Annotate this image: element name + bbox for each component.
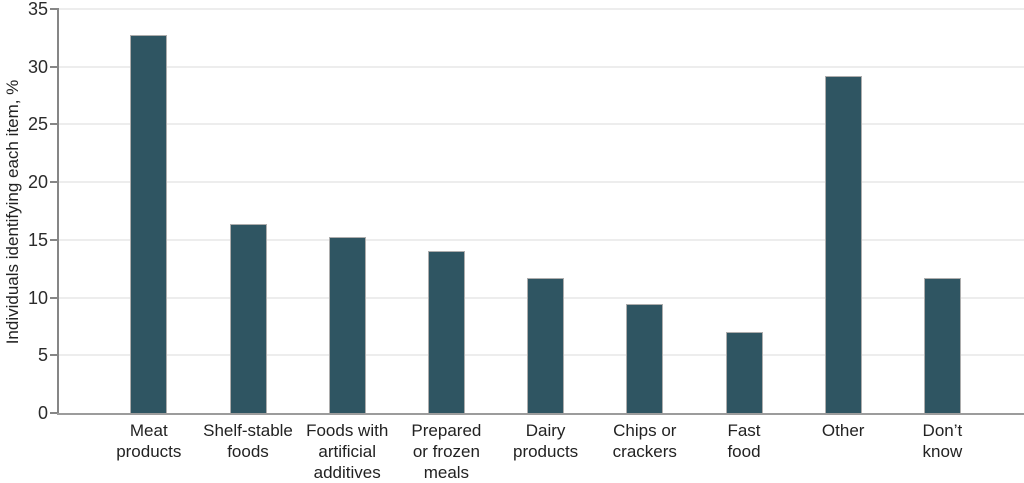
x-label-dairy-products: Dairy products — [512, 421, 579, 461]
y-tick-label-0: 0 — [37, 403, 48, 423]
y-tick-label-10: 10 — [27, 287, 48, 308]
x-label-don-t-know: Don’t know — [922, 421, 963, 461]
y-tick-25 — [50, 123, 57, 126]
bar-dairy-products — [527, 277, 565, 413]
y-tick-10 — [50, 296, 57, 299]
gridline-25 — [59, 123, 1024, 126]
gridline-35 — [59, 7, 1024, 10]
y-tick-label-20: 20 — [27, 172, 48, 192]
bar-chips-or-crackers — [626, 304, 664, 413]
gridline-20 — [59, 181, 1024, 183]
x-label-shelf-stable-foods: Shelf-stable foods — [203, 421, 293, 461]
bar-meat-products — [130, 35, 168, 413]
x-label-prepared-or-frozen-meals: Prepared or frozen meals — [411, 421, 482, 482]
gridline-30 — [59, 65, 1024, 68]
bar-other — [824, 75, 862, 413]
y-tick-label-35: 35 — [27, 0, 48, 19]
y-tick-15 — [50, 238, 57, 241]
x-label-meat-products: Meat products — [116, 421, 182, 461]
bar-foods-with-artificial-additives — [328, 237, 366, 413]
y-tick-label-15: 15 — [27, 229, 48, 250]
x-axis-line — [57, 413, 1024, 415]
gridline-15 — [59, 238, 1024, 241]
y-tick-label-30: 30 — [27, 56, 48, 77]
bar-shelf-stable-foods — [229, 223, 267, 413]
y-tick-5 — [50, 354, 57, 357]
bar-don-t-know — [923, 277, 961, 413]
y-tick-20 — [50, 181, 57, 183]
x-label-fast-food: Fast food — [727, 421, 761, 461]
y-tick-35 — [50, 7, 57, 10]
y-tick-label-5: 5 — [37, 345, 48, 366]
y-axis-line — [57, 8, 59, 415]
x-label-foods-with-artificial-additives: Foods with artificial additives — [306, 421, 389, 482]
x-label-other: Other — [821, 421, 865, 440]
bar-prepared-or-frozen-meals — [427, 251, 465, 413]
bar-fast-food — [725, 332, 763, 413]
y-tick-0 — [50, 412, 57, 414]
y-tick-30 — [50, 65, 57, 68]
y-tick-label-25: 25 — [27, 114, 48, 135]
x-label-chips-or-crackers: Chips or crackers — [612, 421, 677, 461]
